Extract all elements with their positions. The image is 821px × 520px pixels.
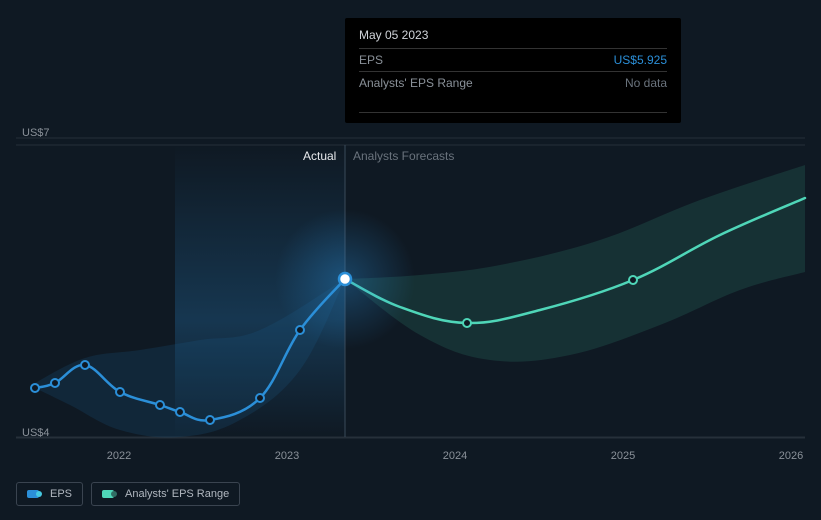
legend-label: Analysts' EPS Range xyxy=(125,488,229,500)
tooltip-row-label: Analysts' EPS Range xyxy=(359,76,473,90)
legend-swatch xyxy=(102,490,117,498)
y-axis-tick: US$4 xyxy=(22,427,50,439)
legend-swatch xyxy=(27,490,42,498)
tooltip-row-label: EPS xyxy=(359,53,383,67)
chart-tooltip: May 05 2023 EPS US$5.925 Analysts' EPS Ran… xyxy=(345,18,681,123)
section-label-forecast: Analysts Forecasts xyxy=(353,149,454,163)
tooltip-date: May 05 2023 xyxy=(359,28,667,42)
legend-item[interactable]: Analysts' EPS Range xyxy=(91,482,240,506)
x-axis-tick: 2024 xyxy=(443,450,467,462)
section-label-actual: Actual xyxy=(303,149,336,163)
tooltip-row: Analysts' EPS Range No data xyxy=(359,71,667,94)
legend-item[interactable]: EPS xyxy=(16,482,83,506)
x-axis-tick: 2022 xyxy=(107,450,131,462)
x-axis-tick: 2026 xyxy=(779,450,803,462)
tooltip-row: EPS US$5.925 xyxy=(359,48,667,71)
chart-legend: EPS Analysts' EPS Range xyxy=(16,482,240,506)
tooltip-row-value: US$5.925 xyxy=(614,53,667,67)
tooltip-row-value: No data xyxy=(625,76,667,90)
eps-chart: May 05 2023 EPS US$5.925 Analysts' EPS Ran… xyxy=(0,0,821,520)
x-axis-tick: 2023 xyxy=(275,450,299,462)
y-axis-tick: US$7 xyxy=(22,127,50,139)
legend-label: EPS xyxy=(50,488,72,500)
tooltip-divider xyxy=(359,112,667,113)
x-axis-tick: 2025 xyxy=(611,450,635,462)
